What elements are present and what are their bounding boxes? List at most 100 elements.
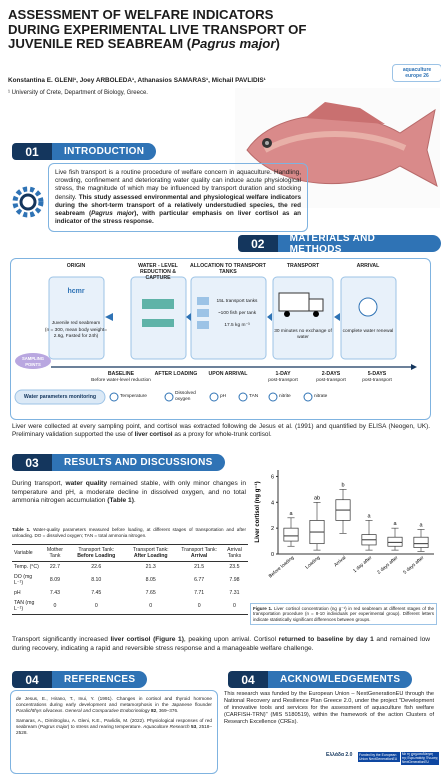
table-cell: DO (mg L⁻¹) [14,574,33,586]
text-run: Liver cortisol concentration (ng g⁻¹) in… [253,606,434,622]
sampling-point: 2-DAYS [321,371,341,377]
text-run: (Table 1) [107,497,134,505]
section-header: 03 RESULTS AND DISCUSSIONS [12,454,225,471]
text-run: liver cortisol [134,431,173,439]
table-cell: 7.71 [194,590,205,596]
sampling-sub: post-transport [316,378,346,383]
table-cell: 7.31 [229,590,240,596]
text-run: During transport, [12,480,66,487]
logo: Ελλάδα 2.0 [326,752,353,758]
table-cell: 23.5 [229,564,240,570]
sampling-label: SAMPLING POINTS [21,356,45,367]
x-tick-label: 2 days after [376,555,399,576]
text-run: , peaking upon arrival. Cortisol [183,636,279,643]
authors: Konstantina E. GLENI¹, Joey ARBOLEDA¹, A… [8,77,266,84]
box [387,536,403,547]
table-cell: 8.05 [145,577,156,583]
table-cell: 8.09 [49,577,60,583]
section-header: 02 MATERIALS AND METHODS [238,233,441,255]
step-text: (n = 300, mean body weight= 2.6g, Fasted… [44,328,108,339]
x-tick-label: 5 days after [402,555,425,576]
methods-text: Liver were collected at every sampling p… [12,423,430,439]
step-text: 15L transport tanks [216,299,258,304]
text-run: Before Loading [77,553,116,559]
table-cell: 21.5 [194,564,205,570]
table-cell: 0 [68,598,125,615]
logo: Με τη χρηματοδότηση της Ευρωπαϊκής Ένωση… [401,752,439,766]
section-number: 02 [238,235,278,252]
group-letter: a [367,513,371,519]
text-run: de Jesus, E., Hirano, T., Inui, Y. (1991… [16,696,212,707]
section-header: 01 INTRODUCTION [12,143,157,160]
acknowledgements-text: This research was funded by the European… [224,691,434,725]
fish-photo [235,88,440,208]
step-title: WATER - LEVEL REDUCTION & CAPTURE [138,263,178,281]
step-text: ~100 fish per tank [217,311,257,316]
group-letter: a [393,521,397,527]
section-number: 03 [12,454,52,471]
y-tick-label: 2 [271,526,274,532]
section-title: REFERENCES [52,671,148,688]
text-run: Pagrus major [91,210,135,218]
group-letter: a [289,511,293,517]
step-title: ALLOCATION TO TRANSPORT TANKS [190,263,266,275]
affiliation: ¹ University of Crete, Department of Bio… [8,90,148,96]
step-text: 17.5 kg m⁻³ [224,323,250,328]
text-run: Transport Tank: [132,547,169,553]
table-cell: TAN (mg L⁻¹) [12,598,42,615]
step-title: ORIGIN [66,263,86,269]
step-title: TRANSPORT [286,263,320,269]
text-run: Transport Tank: [181,547,218,553]
y-axis-label: Liver cortisol (ng g⁻¹) [254,481,261,542]
table-cell: 0 [220,598,248,615]
table-cell: Temp. (°C) [14,564,39,570]
table-cell: 7.98 [229,577,240,583]
sampling-point: UPON ARRIVAL [208,371,248,377]
step-text: complete water renewal [342,329,394,334]
intro-text: Live fish transport is a routine procedu… [48,163,308,233]
section-number: 01 [12,143,52,160]
table-cell: 6.77 [194,577,205,583]
results-table: Variable Mother Tank Transport Tank: Befor… [12,544,248,615]
section-header: 04 REFERENCES [12,671,148,688]
text-run: Mother Tank [46,547,64,559]
text-run: Arrival Tanks [227,547,242,559]
header-cell: Variable [12,544,42,562]
y-tick-label: 0 [271,552,274,558]
group-letter: b [341,482,344,488]
table-cell: 7.43 [49,590,60,596]
x-tick-label: Loading [304,555,321,571]
figure-caption: Figure 1. Liver cortisol concentration (… [250,603,437,626]
table-cell: 7.65 [145,590,156,596]
table-cell: 22.7 [49,564,60,570]
sampling-point: AFTER LOADING [154,371,198,377]
group-letter: a [419,522,423,528]
y-tick-label: 6 [271,474,274,480]
box [413,536,429,548]
reference: Samaras, A., Dimitroglou, A. Gleni, K.E.… [16,718,212,735]
text-run: as a proxy for whole-trunk cortisol. [172,431,272,439]
x-tick-label: Arrival [333,555,347,568]
text-run: , 2518–2528. [16,724,213,735]
text-run: Water-quality parameters measured before… [12,527,246,538]
sampling-point: 5-DAYS [367,371,387,377]
header-cell: Transport Tank: Before Loading [68,544,125,562]
sampling-sub: post-transport [268,378,298,383]
box [283,527,299,542]
section-number: 04 [12,671,52,688]
text-run: ), with particular emphasis on liver cor… [55,210,302,226]
text-run: water quality [65,480,108,487]
text-run: This study assessed environmental and ph… [55,193,301,218]
text-run: Transport Tank: [78,547,115,553]
text-run: and remained low during recovery, indica… [12,636,430,652]
text-run: General and Comparative Endocrinology [65,707,150,713]
table-row: Temp. (°C) 22.7 22.6 21.3 21.5 23.5 [12,562,248,573]
text-run: ) [275,36,280,51]
text-run: Figure 1. [253,606,273,611]
header-cell: Transport Tank: After Loading [124,544,178,562]
header-cell: Transport Tank: Arrival [177,544,221,562]
table-row: pH 7.43 7.45 7.65 7.71 7.31 [12,588,248,598]
results-text: During transport, water quality remained… [12,480,246,506]
text-run: Table 1. [12,527,31,532]
text-run: Pagrus major [191,36,276,51]
